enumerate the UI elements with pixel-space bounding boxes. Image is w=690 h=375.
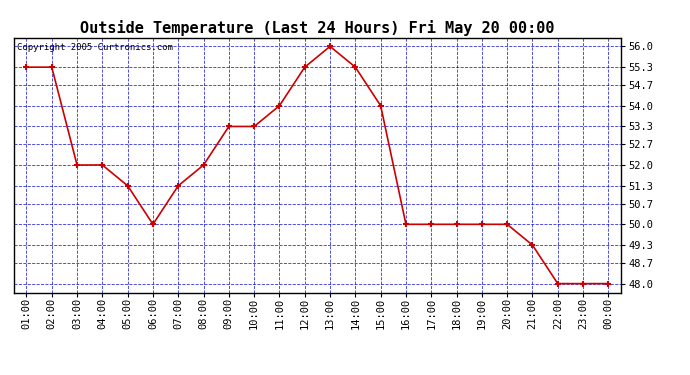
Title: Outside Temperature (Last 24 Hours) Fri May 20 00:00: Outside Temperature (Last 24 Hours) Fri … xyxy=(80,20,555,36)
Text: Copyright 2005 Curtronics.com: Copyright 2005 Curtronics.com xyxy=(17,43,172,52)
